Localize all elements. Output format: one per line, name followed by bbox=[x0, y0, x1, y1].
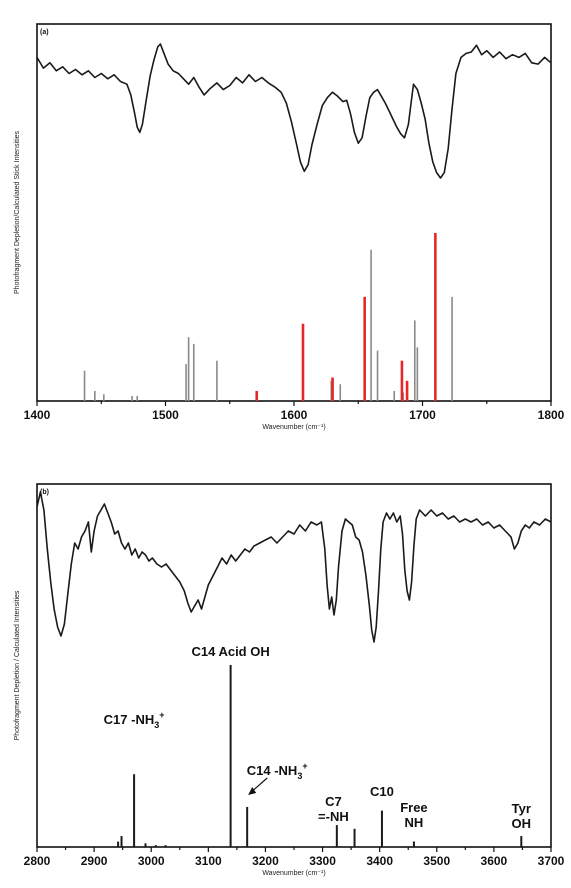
x-tick-label: 3200 bbox=[252, 854, 279, 868]
x-tick-label: 3600 bbox=[481, 854, 508, 868]
peak-label-text: C10 bbox=[370, 784, 394, 799]
annotation-arrow-head bbox=[248, 787, 257, 795]
x-tick-label: 3300 bbox=[309, 854, 336, 868]
x-tick-label: 1500 bbox=[152, 408, 179, 422]
peak-label: C7 bbox=[325, 794, 342, 809]
panel-label: (a) bbox=[40, 29, 49, 36]
peak-label-text: C14 Acid OH bbox=[191, 644, 269, 659]
peak-label-subscript: 3 bbox=[154, 720, 159, 730]
plot-frame bbox=[36, 23, 552, 402]
chart-panel-b: 2800 2900 3000 3100 3200 3300 3400 3500 3600 3700… bbox=[14, 483, 565, 877]
peak-label: =-NH bbox=[318, 809, 349, 824]
peak-label: Tyr bbox=[512, 801, 531, 816]
peak-label-text: C14 -NH bbox=[247, 763, 298, 778]
y-axis-title: Photofragment Depletion / Calculated Int… bbox=[14, 590, 21, 740]
x-axis-title: Wavenumber (cm⁻¹) bbox=[262, 870, 325, 877]
plot-frame bbox=[36, 483, 552, 848]
peak-label: OH bbox=[512, 816, 532, 831]
panel-label: (b) bbox=[40, 489, 49, 496]
x-tick-label: 3100 bbox=[195, 854, 222, 868]
peak-label: Free bbox=[400, 800, 427, 815]
x-tick-label: 3500 bbox=[423, 854, 450, 868]
x-tick-label: 1400 bbox=[24, 408, 51, 422]
peak-label-subscript: 3 bbox=[297, 771, 302, 781]
peak-label: NH bbox=[405, 815, 424, 830]
peak-label-text: C17 -NH bbox=[104, 712, 155, 727]
x-tick-label: 3700 bbox=[538, 854, 565, 868]
peak-label: C10 bbox=[370, 784, 394, 799]
x-tick-label: 2800 bbox=[24, 854, 51, 868]
ir-spectrum-line bbox=[36, 43, 552, 179]
x-tick-label: 3000 bbox=[138, 854, 165, 868]
x-tick-label: 2900 bbox=[81, 854, 108, 868]
peak-label: C17 -NH3+ bbox=[104, 710, 165, 730]
x-tick-label: 1800 bbox=[538, 408, 565, 422]
x-tick-label: 1700 bbox=[409, 408, 436, 422]
chart-panel-a: 1400 1500 1600 1700 1800 Wavenumber (cm⁻¹) Pho… bbox=[14, 23, 565, 431]
x-axis-title: Wavenumber (cm⁻¹) bbox=[262, 424, 325, 431]
peak-label: C14 -NH3+ bbox=[247, 761, 308, 781]
peak-label: C14 Acid OH bbox=[191, 644, 269, 659]
peak-label-superscript: + bbox=[159, 710, 164, 720]
y-axis-title: Photofragment Depletion/Calculated Stick… bbox=[14, 130, 21, 294]
ir-spectrum-line bbox=[36, 491, 552, 643]
x-tick-label: 3400 bbox=[366, 854, 393, 868]
peak-label-superscript: + bbox=[302, 761, 307, 771]
x-tick-label: 1600 bbox=[281, 408, 308, 422]
